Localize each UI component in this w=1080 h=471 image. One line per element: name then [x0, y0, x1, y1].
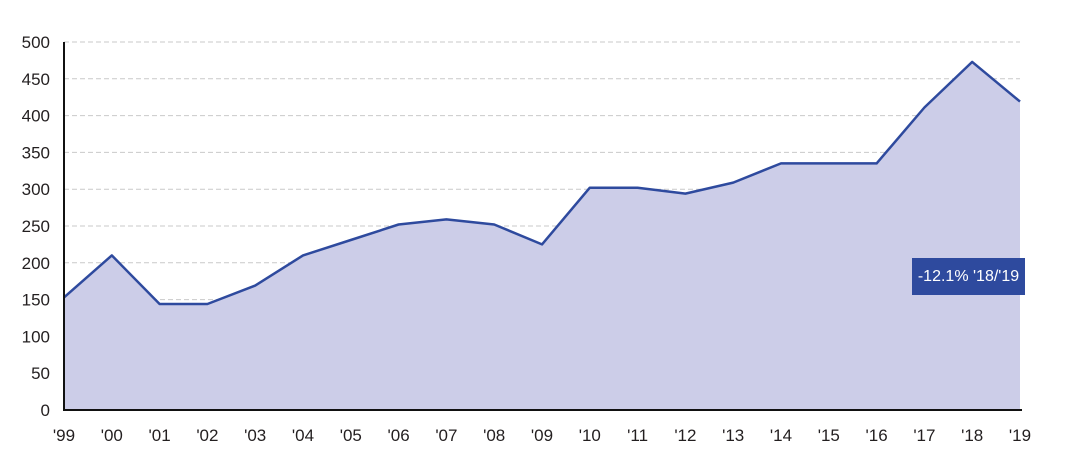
y-axis-tick-labels: 0 50 100 150 200 250 300 350 400 450 500 [22, 33, 50, 420]
y-tick-label: 150 [22, 291, 50, 310]
y-tick-label: 250 [22, 217, 50, 236]
x-tick-label: '05 [340, 426, 362, 445]
y-tick-label: 350 [22, 143, 50, 162]
y-tick-label: 50 [31, 364, 50, 383]
y-tick-label: 200 [22, 254, 50, 273]
x-tick-label: '15 [818, 426, 840, 445]
y-tick-label: 0 [41, 401, 50, 420]
x-tick-label: '04 [292, 426, 314, 445]
y-tick-label: 400 [22, 107, 50, 126]
series-line [63, 60, 1021, 306]
x-tick-label: '09 [531, 426, 553, 445]
x-tick-label: '00 [101, 426, 123, 445]
x-tick-label: '08 [483, 426, 505, 445]
x-tick-label: '11 [627, 426, 648, 445]
x-tick-label: '99 [53, 426, 75, 445]
x-tick-label: '17 [913, 426, 935, 445]
x-tick-label: '14 [770, 426, 792, 445]
x-tick-label: '18 [961, 426, 983, 445]
x-tick-label: '06 [388, 426, 410, 445]
x-tick-label: '07 [435, 426, 457, 445]
x-tick-label: '01 [149, 426, 171, 445]
y-tick-label: 500 [22, 33, 50, 52]
x-tick-label: '12 [674, 426, 696, 445]
x-tick-label: '13 [722, 426, 744, 445]
series-area-fill [64, 61, 1020, 411]
x-axis-tick-labels: '99 '00 '01 '02 '03 '04 '05 '06 '07 '08 '09 '10 '11 '… [53, 426, 1031, 445]
y-tick-label: 450 [22, 70, 50, 89]
x-tick-label: '03 [244, 426, 266, 445]
y-tick-label: 100 [22, 327, 50, 346]
x-tick-label: '10 [579, 426, 601, 445]
x-tick-label: '02 [196, 426, 218, 445]
x-tick-label: '19 [1009, 426, 1031, 445]
x-tick-label: '16 [866, 426, 888, 445]
change-callout: -12.1% '18/'19 [912, 258, 1025, 295]
y-tick-label: 300 [22, 180, 50, 199]
